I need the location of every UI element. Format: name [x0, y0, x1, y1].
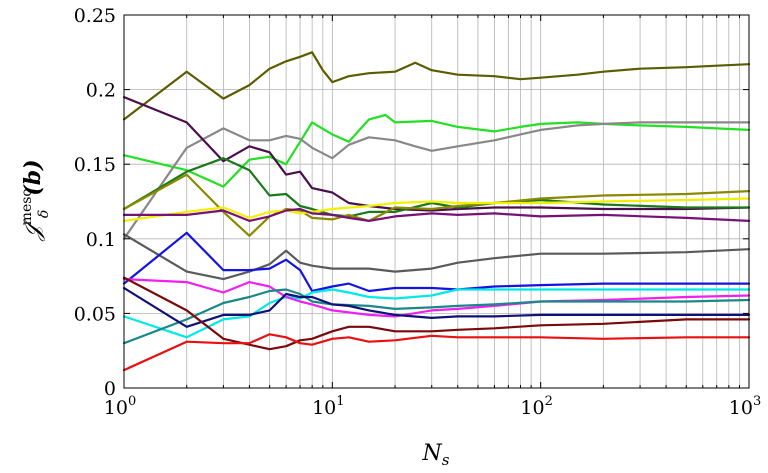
series-line-7 — [122, 197, 751, 222]
x-tick-label: 101 — [312, 394, 344, 419]
series-line-6 — [122, 173, 751, 237]
y-tick-label: 0.1 — [86, 229, 116, 251]
y-tick-labels: 0 0.05 0.1 0.15 0.2 0.25 — [74, 5, 116, 400]
series-line-15 — [122, 276, 751, 351]
x-tick-label: 102 — [520, 394, 552, 419]
series-line-1 — [122, 51, 751, 121]
y-tick-label: 0.05 — [74, 303, 116, 325]
series-line-4 — [122, 95, 751, 212]
y-tick-label: 0.15 — [74, 154, 116, 176]
y-axis-label-arg: (b) — [20, 159, 46, 195]
series-line-9 — [122, 233, 751, 281]
series-line-16 — [122, 333, 751, 372]
y-axis-label-sub: δ — [36, 210, 52, 218]
y-tick-label: 0.2 — [86, 80, 116, 102]
x-axis-label: Ns — [422, 441, 450, 469]
y-tick-label: 0.25 — [74, 5, 116, 27]
series-line-3 — [122, 121, 751, 240]
plot-frame — [123, 14, 750, 389]
x-tick-labels: 100 101 102 103 — [104, 394, 761, 419]
grid — [124, 15, 749, 388]
x-axis-label-sub: s — [442, 451, 450, 469]
axis-ticks — [124, 14, 749, 389]
y-axis-label-sup: meso — [19, 188, 35, 225]
series-line-11 — [122, 288, 751, 339]
series-line-13 — [122, 288, 751, 345]
y-tick-label: 0 — [104, 378, 116, 400]
series-group — [122, 51, 751, 372]
y-axis-label: 𝒥mesoδ(b) — [19, 159, 52, 241]
series-line-10 — [122, 231, 751, 293]
x-tick-label: 100 — [104, 394, 136, 419]
series-line-5 — [122, 157, 751, 218]
x-tick-label: 103 — [729, 394, 761, 419]
series-line-14 — [122, 286, 751, 328]
series-line-8 — [122, 207, 751, 222]
